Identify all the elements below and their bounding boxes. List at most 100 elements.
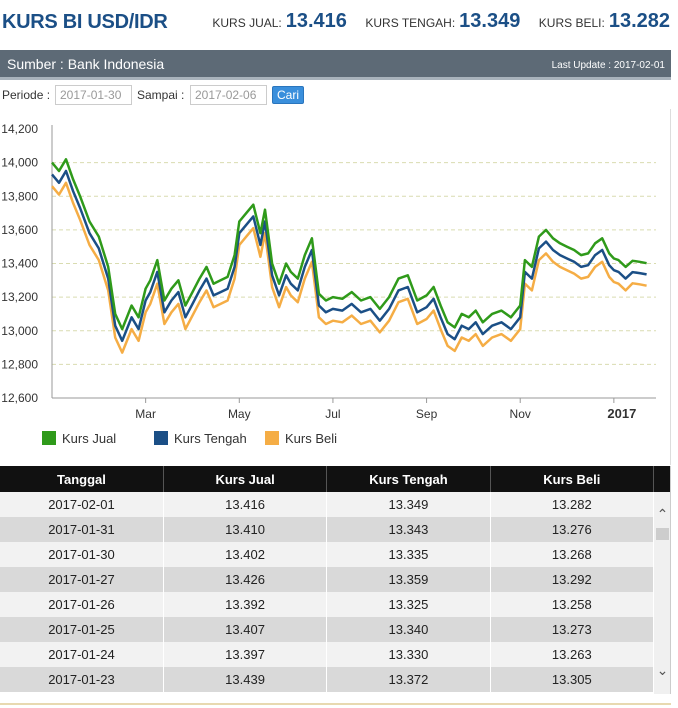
- rates-table-container: Tanggal Kurs Jual Kurs Tengah Kurs Beli …: [0, 466, 671, 694]
- table-row: 2017-01-31 13.410 13.343 13.276: [0, 517, 655, 542]
- rate-jual-label: KURS JUAL:: [212, 16, 282, 30]
- chart-area: 14,200 14,000 13,800 13,600 13,400 13,200 13,0…: [0, 109, 671, 465]
- cell-beli: 13.268: [490, 542, 655, 567]
- legend-kurs-tengah-swatch: [154, 431, 168, 445]
- rate-jual: KURS JUAL: 13.416: [212, 10, 347, 33]
- header: KURS BI USD/IDR KURS JUAL: 13.416 KURS TE…: [0, 0, 678, 50]
- cell-tengah: 13.340: [326, 617, 491, 642]
- cell-jual: 13.416: [163, 492, 328, 517]
- series-kurs-beli: [51, 181, 647, 354]
- cell-beli: 13.273: [490, 617, 655, 642]
- rate-beli: KURS BELI: 13.282: [539, 10, 670, 33]
- cell-beli: 13.263: [490, 642, 655, 667]
- x-tick-label: 2017: [607, 406, 636, 421]
- y-tick-label: 14,000: [1, 156, 38, 170]
- last-update: Last Update : 2017-02-01: [551, 60, 665, 71]
- rate-summary: KURS JUAL: 13.416 KURS TENGAH: 13.349 KURS…: [198, 10, 670, 33]
- chevron-up-icon[interactable]: ⌃: [656, 506, 669, 522]
- cell-jual: 13.407: [163, 617, 328, 642]
- header-kurs-beli: Kurs Beli: [490, 466, 655, 492]
- y-tick-label: 13,600: [1, 223, 38, 237]
- table-row: 2017-02-01 13.416 13.349 13.282: [0, 492, 655, 517]
- cell-tanggal: 2017-02-01: [0, 492, 164, 517]
- cell-tanggal: 2017-01-27: [0, 567, 164, 592]
- cell-beli: 13.258: [490, 592, 655, 617]
- y-tick-label: 13,800: [1, 189, 38, 203]
- legend-kurs-beli-swatch: [265, 431, 279, 445]
- x-tick-label: Nov: [510, 407, 531, 421]
- bottom-divider: [0, 703, 671, 705]
- source-text: Sumber : Bank Indonesia: [7, 56, 165, 72]
- cell-jual: 13.392: [163, 592, 328, 617]
- cell-tanggal: 2017-01-24: [0, 642, 164, 667]
- legend-kurs-jual-label: Kurs Jual: [62, 431, 116, 446]
- source-bar: Sumber : Bank Indonesia Last Update : 20…: [0, 50, 671, 80]
- x-axis: Mar May Jul Sep Nov 2017: [52, 397, 656, 421]
- series-kurs-jual: [51, 158, 647, 331]
- periode-label: Periode :: [2, 88, 51, 102]
- table-scrollbar[interactable]: ⌃ ⌄: [654, 492, 670, 694]
- y-tick-label: 13,200: [1, 290, 38, 304]
- y-tick-label: 12,600: [1, 391, 38, 405]
- cell-tengah: 13.372: [326, 667, 491, 692]
- periode-input[interactable]: [55, 85, 132, 105]
- cell-tengah: 13.349: [326, 492, 491, 517]
- x-tick-label: Mar: [135, 407, 156, 421]
- header-kurs-tengah: Kurs Tengah: [326, 466, 491, 492]
- header-tanggal: Tanggal: [0, 466, 164, 492]
- series-kurs-tengah: [51, 169, 647, 343]
- cell-tengah: 13.330: [326, 642, 491, 667]
- cell-tengah: 13.359: [326, 567, 491, 592]
- rate-tengah-label: KURS TENGAH:: [365, 16, 456, 30]
- rate-tengah: KURS TENGAH: 13.349: [365, 10, 520, 33]
- rate-jual-value: 13.416: [285, 10, 347, 32]
- rates-table: Tanggal Kurs Jual Kurs Tengah Kurs Beli …: [0, 466, 655, 692]
- x-tick-label: Sep: [416, 407, 438, 421]
- x-tick-label: May: [228, 407, 251, 421]
- rate-beli-label: KURS BELI:: [538, 16, 605, 30]
- chart-series: [51, 158, 647, 354]
- cell-beli: 13.292: [490, 567, 655, 592]
- y-tick-label: 14,200: [1, 122, 38, 136]
- table-row: 2017-01-30 13.402 13.335 13.268: [0, 542, 655, 567]
- chevron-down-icon[interactable]: ⌄: [656, 662, 669, 678]
- cell-jual: 13.410: [163, 517, 328, 542]
- table-row: 2017-01-23 13.439 13.372 13.305: [0, 667, 655, 692]
- cell-jual: 13.426: [163, 567, 328, 592]
- table-header-row: Tanggal Kurs Jual Kurs Tengah Kurs Beli: [0, 466, 655, 492]
- y-tick-label: 13,000: [1, 324, 38, 338]
- cell-beli: 13.276: [490, 517, 655, 542]
- cell-tengah: 13.335: [326, 542, 491, 567]
- legend-kurs-beli-label: Kurs Beli: [285, 431, 337, 446]
- chart-grid: [52, 162, 656, 365]
- table-header-corner: [654, 466, 670, 492]
- cell-jual: 13.397: [163, 642, 328, 667]
- search-button[interactable]: Cari: [272, 86, 304, 104]
- y-tick-label: 12,800: [1, 357, 38, 371]
- cell-tanggal: 2017-01-31: [0, 517, 164, 542]
- sampai-label: Sampai :: [137, 88, 185, 102]
- sampai-input[interactable]: [190, 85, 267, 105]
- header-kurs-jual: Kurs Jual: [163, 466, 328, 492]
- chart-legend: Kurs Jual Kurs Tengah Kurs Beli: [42, 431, 337, 446]
- legend-kurs-tengah-label: Kurs Tengah: [174, 431, 247, 446]
- cell-tengah: 13.343: [326, 517, 491, 542]
- page-title: KURS BI USD/IDR: [2, 11, 168, 33]
- rate-beli-value: 13.282: [608, 10, 670, 32]
- cell-beli: 13.305: [490, 667, 655, 692]
- exchange-rate-chart: 14,200 14,000 13,800 13,600 13,400 13,200 13,0…: [1, 122, 656, 446]
- period-filter: Periode : Sampai : Cari: [0, 84, 678, 106]
- cell-tanggal: 2017-01-25: [0, 617, 164, 642]
- y-tick-label: 13,400: [1, 257, 38, 271]
- rate-tengah-value: 13.349: [459, 10, 521, 32]
- table-row: 2017-01-24 13.397 13.330 13.263: [0, 642, 655, 667]
- cell-jual: 13.439: [163, 667, 328, 692]
- cell-tanggal: 2017-01-26: [0, 592, 164, 617]
- scroll-thumb[interactable]: [656, 528, 669, 540]
- table-row: 2017-01-27 13.426 13.359 13.292: [0, 567, 655, 592]
- table-row: 2017-01-26 13.392 13.325 13.258: [0, 592, 655, 617]
- x-tick-label: Jul: [325, 407, 340, 421]
- cell-jual: 13.402: [163, 542, 328, 567]
- cell-tanggal: 2017-01-23: [0, 667, 164, 692]
- table-row: 2017-01-25 13.407 13.340 13.273: [0, 617, 655, 642]
